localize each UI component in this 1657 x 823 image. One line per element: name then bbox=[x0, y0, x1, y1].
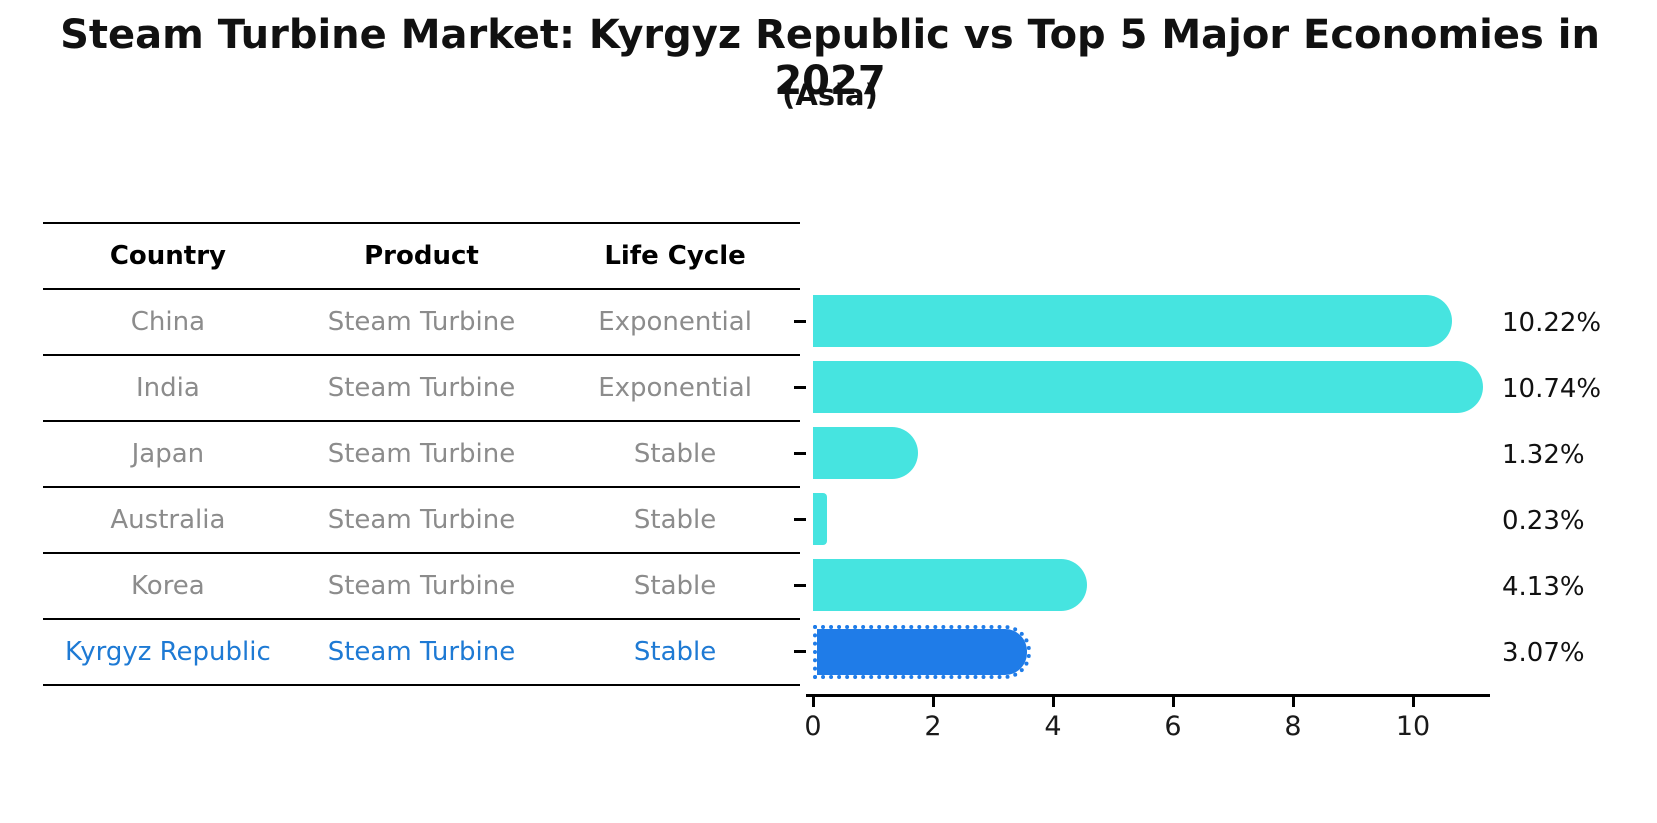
page-title: Steam Turbine Market: Kyrgyz Republic vs… bbox=[60, 12, 1600, 104]
x-tick-label-8: 8 bbox=[1284, 711, 1302, 742]
x-axis-line bbox=[806, 694, 1490, 697]
cell-country: China bbox=[130, 306, 206, 337]
y-axis-tick bbox=[794, 518, 806, 521]
x-axis-tick bbox=[812, 696, 815, 707]
cell-product: Steam Turbine bbox=[327, 636, 516, 667]
x-axis-tick bbox=[1412, 696, 1415, 707]
x-tick-label-10: 10 bbox=[1395, 711, 1431, 742]
cell-country: India bbox=[135, 372, 200, 403]
x-axis-tick bbox=[1052, 696, 1055, 707]
bar-india bbox=[813, 361, 1484, 413]
cell-product: Steam Turbine bbox=[327, 372, 516, 403]
x-tick-label-6: 6 bbox=[1164, 711, 1182, 742]
column-header-country: Country bbox=[109, 240, 226, 271]
cell-life-cycle: Stable bbox=[633, 504, 717, 535]
y-axis-tick bbox=[794, 584, 806, 587]
value-label-kyrgyz-republic: 3.07% bbox=[1502, 638, 1585, 668]
column-header-life-cycle: Life Cycle bbox=[604, 240, 746, 271]
x-tick-label-4: 4 bbox=[1044, 711, 1062, 742]
table-row-china: China Steam Turbine Exponential bbox=[43, 290, 800, 356]
cell-country: Kyrgyz Republic bbox=[65, 636, 271, 667]
x-axis-tick bbox=[1172, 696, 1175, 707]
column-header-product: Product bbox=[364, 240, 479, 271]
bar-china bbox=[813, 295, 1453, 347]
y-axis-tick bbox=[794, 650, 806, 653]
bar-korea bbox=[813, 559, 1087, 611]
table-row-india: India Steam Turbine Exponential bbox=[43, 356, 800, 422]
y-axis-tick bbox=[794, 386, 806, 389]
cell-product: Steam Turbine bbox=[327, 504, 516, 535]
cell-life-cycle: Stable bbox=[633, 438, 717, 469]
value-label-australia: 0.23% bbox=[1502, 506, 1585, 536]
value-label-china: 10.22% bbox=[1502, 308, 1602, 338]
y-axis-tick bbox=[794, 320, 806, 323]
table-row-korea: Korea Steam Turbine Stable bbox=[43, 554, 800, 620]
cell-product: Steam Turbine bbox=[327, 438, 516, 469]
value-label-korea: 4.13% bbox=[1502, 572, 1585, 602]
table-row-kyrgyz-republic: Kyrgyz Republic Steam Turbine Stable bbox=[43, 620, 800, 686]
bar-japan bbox=[813, 427, 919, 479]
cell-life-cycle: Exponential bbox=[598, 306, 752, 337]
table-row-japan: Japan Steam Turbine Stable bbox=[43, 422, 800, 488]
cell-product: Steam Turbine bbox=[327, 306, 516, 337]
bar-kyrgyz-republic bbox=[813, 625, 1032, 679]
cell-country: Japan bbox=[131, 438, 205, 469]
x-tick-label-2: 2 bbox=[924, 711, 942, 742]
country-table: Country Product Life Cycle China Steam T… bbox=[43, 222, 800, 686]
cell-life-cycle: Exponential bbox=[598, 372, 752, 403]
table-row-australia: Australia Steam Turbine Stable bbox=[43, 488, 800, 554]
table-header-row: Country Product Life Cycle bbox=[43, 222, 800, 290]
x-axis-tick bbox=[932, 696, 935, 707]
bar-australia bbox=[813, 493, 827, 545]
cell-country: Australia bbox=[110, 504, 226, 535]
page-subtitle: (Asia) bbox=[782, 78, 878, 112]
value-label-india: 10.74% bbox=[1502, 374, 1602, 404]
y-axis-tick bbox=[794, 452, 806, 455]
cell-life-cycle: Stable bbox=[633, 570, 717, 601]
value-label-japan: 1.32% bbox=[1502, 440, 1585, 470]
cell-life-cycle: Stable bbox=[633, 636, 717, 667]
cell-product: Steam Turbine bbox=[327, 570, 516, 601]
x-axis-tick bbox=[1292, 696, 1295, 707]
cell-country: Korea bbox=[131, 570, 205, 601]
x-tick-label-0: 0 bbox=[804, 711, 822, 742]
